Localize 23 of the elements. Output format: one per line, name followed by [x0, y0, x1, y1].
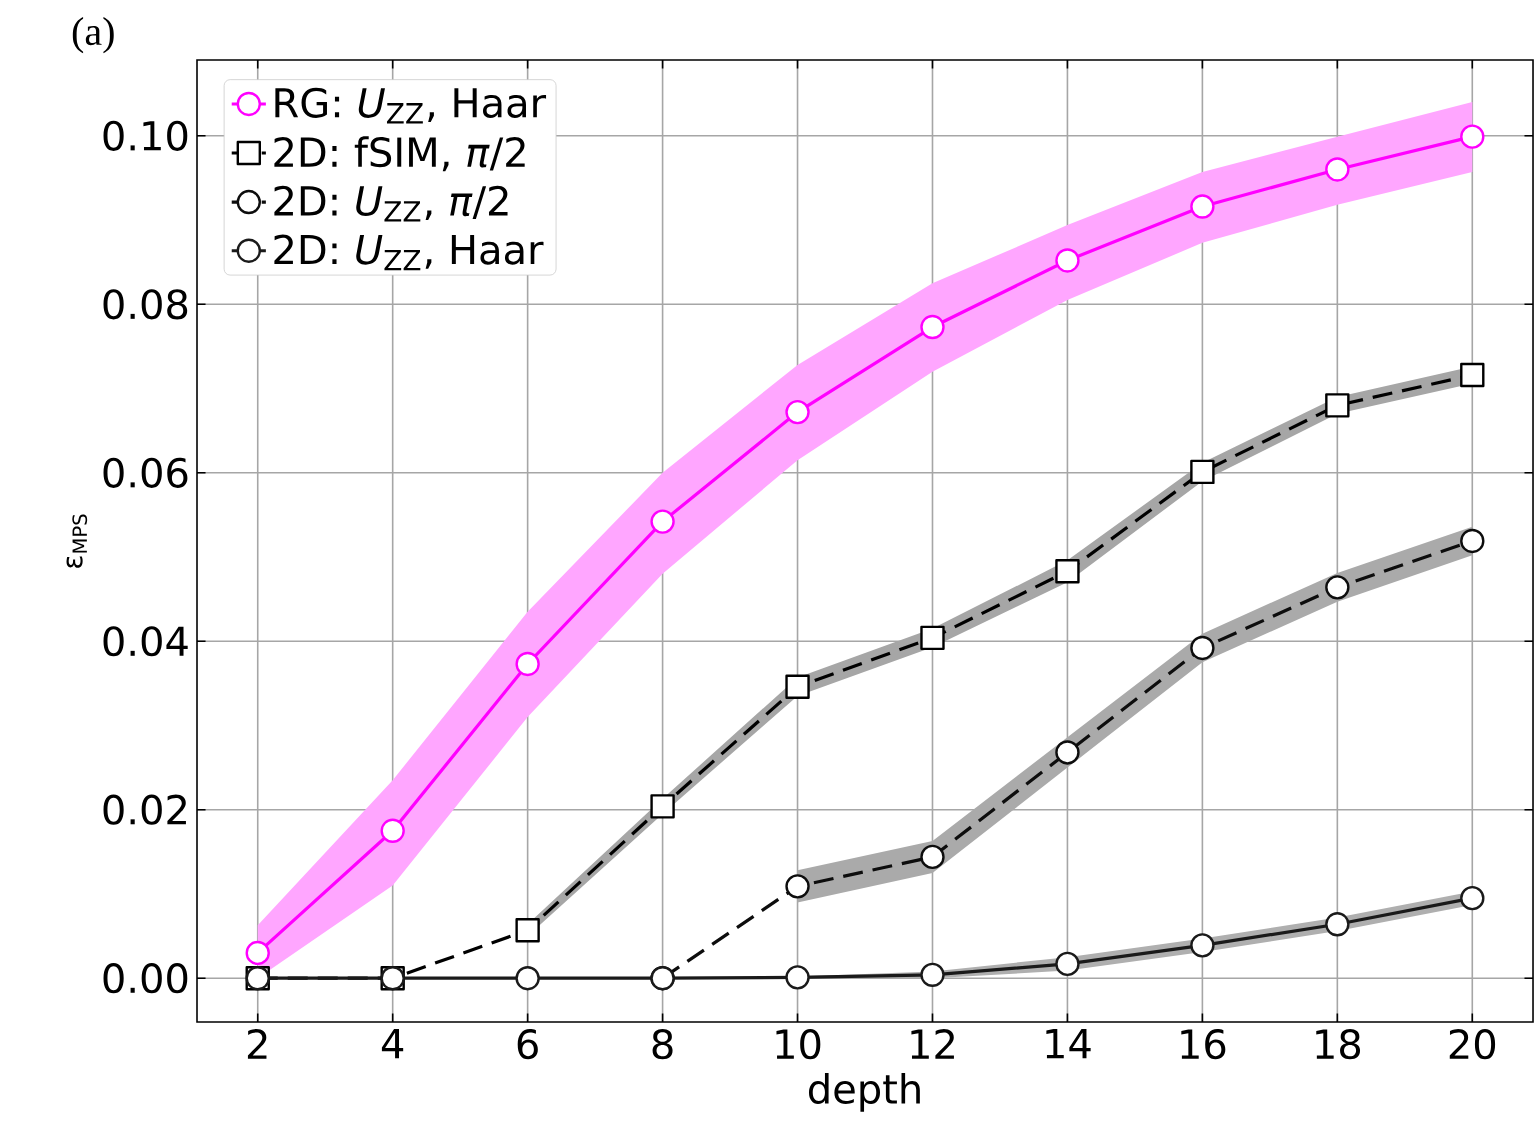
y-tick-label: 0.10 — [103, 120, 188, 151]
legend-label: 2D: U$_{ZZ}$, Haar — [274, 234, 544, 271]
x-tick-label: 8 — [652, 1029, 673, 1060]
legend-label: RG: U$_{ZZ}$, Haar — [275, 87, 547, 124]
y-tick-label: 0.00 — [103, 963, 188, 994]
x-tick-label: 6 — [517, 1029, 538, 1060]
x-tick-label: 20 — [1449, 1029, 1496, 1060]
y-axis-title: ε$_{MPS}$ — [66, 514, 88, 568]
x-tick-label: 16 — [1181, 1029, 1226, 1060]
y-tick-label: 0.06 — [103, 457, 188, 488]
legend-label: 2D: U$_{ZZ}$, π/2 — [274, 185, 508, 222]
y-tick-label: 0.02 — [103, 794, 186, 825]
x-tick-label: 18 — [1316, 1029, 1361, 1060]
x-tick-label: 14 — [1046, 1029, 1091, 1059]
x-tick-label: 2 — [247, 1029, 267, 1059]
x-tick-label: 12 — [911, 1029, 954, 1059]
y-tick-label: 0.04 — [103, 626, 188, 657]
x-tick-label: 4 — [381, 1029, 404, 1059]
x-axis-title: depth — [808, 1073, 920, 1112]
legend-label: 2D: fSIM, π/2 — [274, 136, 525, 172]
y-tick-label: 0.08 — [103, 289, 188, 320]
text: (a) — [72, 17, 114, 54]
x-tick-label: 10 — [776, 1029, 821, 1060]
